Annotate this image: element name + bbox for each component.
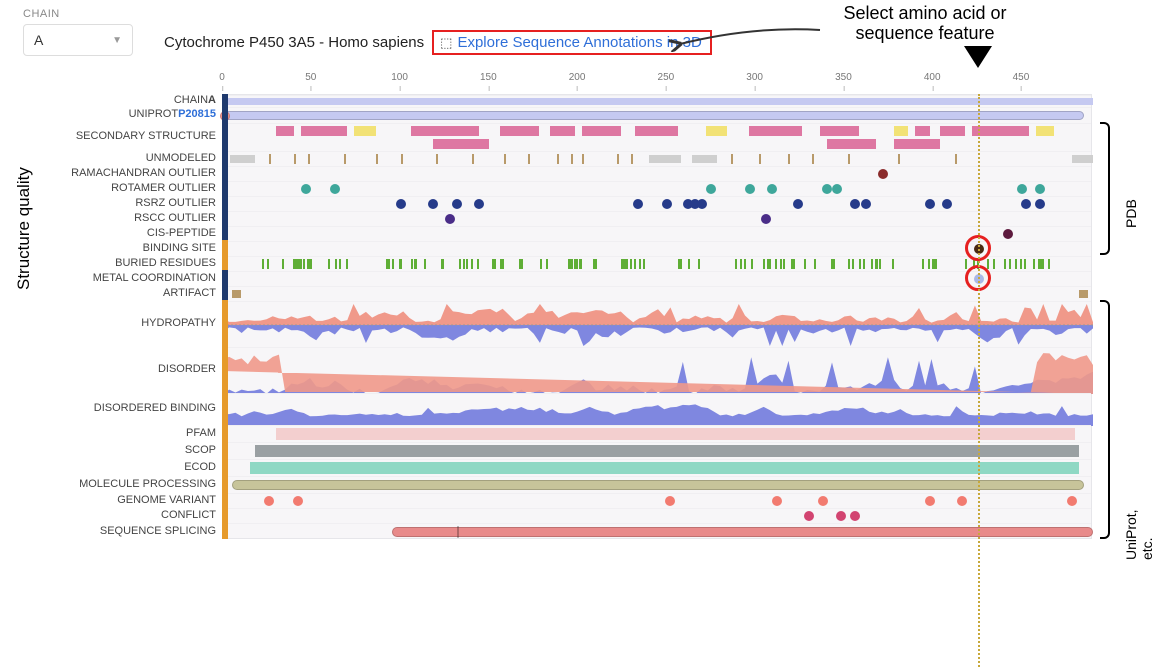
track-label-rota: ROTAMER OUTLIER <box>46 180 222 195</box>
track-label-conflict: CONFLICT <box>46 507 222 522</box>
track-label-molproc: MOLECULE PROCESSING <box>46 475 222 492</box>
track-label-ecod: ECOD <box>46 458 222 475</box>
track-uniprot[interactable] <box>223 107 1091 123</box>
ruler-tick: 300 <box>746 72 763 83</box>
track-unmodeled[interactable] <box>223 151 1091 166</box>
track-label-scop: SCOP <box>46 441 222 458</box>
track-label-variant: GENOME VARIANT <box>46 492 222 507</box>
plot-area: 0 50 100 150 200 250 300 350 400 450 <box>222 72 1092 662</box>
cube-icon: ⬚ <box>440 35 452 51</box>
side-label-pdb: PDB <box>1123 199 1139 228</box>
cursor-marker[interactable] <box>964 46 992 68</box>
track-artifact[interactable] <box>223 286 1091 301</box>
track-buried[interactable] <box>223 256 1091 271</box>
track-label-rscc: RSCC OUTLIER <box>46 210 222 225</box>
track-labels: CHAIN AUNIPROT P20815SECONDARY STRUCTURE… <box>46 94 222 539</box>
track-label-artifact: ARTIFACT <box>46 285 222 300</box>
track-cis[interactable] <box>223 226 1091 241</box>
track-label-chain: CHAIN A <box>46 94 222 106</box>
track-rama[interactable] <box>223 166 1091 181</box>
track-rsrz[interactable] <box>223 196 1091 211</box>
track-rota[interactable] <box>223 181 1091 196</box>
chain-select[interactable]: A ▼ <box>23 24 133 56</box>
track-label-metal: METAL COORDINATION <box>46 270 222 285</box>
bracket-pdb <box>1100 122 1110 255</box>
chevron-down-icon: ▼ <box>112 35 122 46</box>
side-label-left: Structure quality <box>14 167 34 290</box>
track-label-splice: SEQUENCE SPLICING <box>46 522 222 539</box>
track-scop[interactable] <box>223 442 1091 459</box>
explore-link-text: Explore Sequence Annotations in 3D <box>457 34 701 51</box>
track-label-uniprot: UNIPROT P20815 <box>46 106 222 122</box>
track-disbind[interactable] <box>223 393 1091 425</box>
track-ecod[interactable] <box>223 459 1091 476</box>
track-molproc[interactable] <box>223 476 1091 493</box>
ruler-tick: 0 <box>219 72 225 83</box>
track-label-rama: RAMACHANDRAN OUTLIER <box>46 165 222 180</box>
side-label-uniprot: UniProt, etc. <box>1123 509 1155 560</box>
ruler-tick: 450 <box>1013 72 1030 83</box>
ruler-tick: 400 <box>924 72 941 83</box>
track-bind[interactable] <box>223 241 1091 256</box>
tracks-container[interactable] <box>222 94 1092 539</box>
track-label-disbind: DISORDERED BINDING <box>46 392 222 424</box>
annotation-text: Select amino acid or sequence feature <box>835 4 1015 44</box>
track-label-buried: BURIED RESIDUES <box>46 255 222 270</box>
bracket-uniprot <box>1100 300 1110 539</box>
track-label-bind: BINDING SITE <box>46 240 222 255</box>
track-variant[interactable] <box>223 493 1091 508</box>
cursor-line <box>978 94 980 667</box>
track-secstruct[interactable] <box>223 123 1091 151</box>
ruler-tick: 150 <box>480 72 497 83</box>
track-label-unmodeled: UNMODELED <box>46 150 222 165</box>
ruler-tick: 250 <box>658 72 675 83</box>
track-rscc[interactable] <box>223 211 1091 226</box>
track-pfam[interactable] <box>223 425 1091 442</box>
track-label-cis: CIS-PEPTIDE <box>46 225 222 240</box>
track-metal[interactable] <box>223 271 1091 286</box>
track-label-hydro: HYDROPATHY <box>46 300 222 346</box>
track-label-pfam: PFAM <box>46 424 222 441</box>
track-conflict[interactable] <box>223 508 1091 523</box>
track-label-disorder: DISORDER <box>46 346 222 392</box>
protein-title: Cytochrome P450 3A5 - Homo sapiens <box>164 34 424 51</box>
ruler-tick: 50 <box>305 72 316 83</box>
track-splice[interactable] <box>223 523 1091 540</box>
track-disorder[interactable] <box>223 347 1091 393</box>
chain-value: A <box>34 32 43 48</box>
ruler-tick: 350 <box>835 72 852 83</box>
ruler-tick: 200 <box>569 72 586 83</box>
track-label-secstruct: SECONDARY STRUCTURE <box>46 122 222 150</box>
track-label-rsrz: RSRZ OUTLIER <box>46 195 222 210</box>
explore-3d-link[interactable]: ⬚ Explore Sequence Annotations in 3D <box>432 30 712 55</box>
track-hydro[interactable] <box>223 301 1091 347</box>
ruler-tick: 100 <box>391 72 408 83</box>
chain-label: CHAIN <box>23 8 60 20</box>
annotation-arrow <box>672 28 822 58</box>
track-chain[interactable] <box>223 95 1091 107</box>
ruler: 0 50 100 150 200 250 300 350 400 450 <box>222 72 1092 94</box>
